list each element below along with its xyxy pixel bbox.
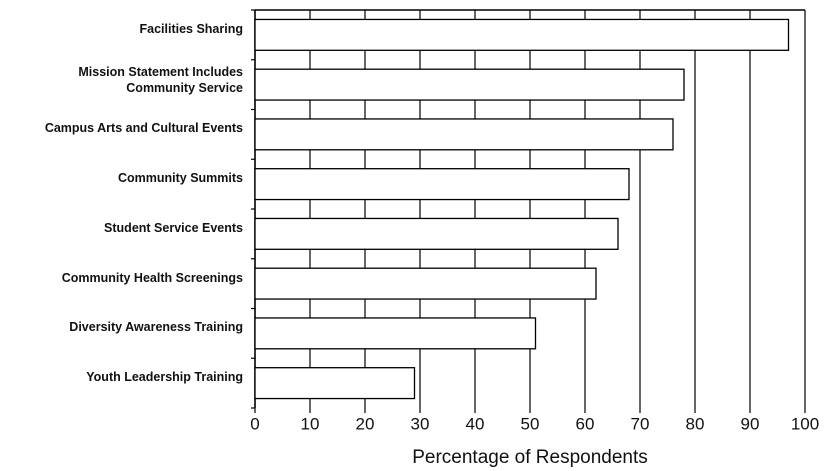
bar bbox=[254, 267, 597, 300]
bar bbox=[254, 68, 685, 101]
bar bbox=[254, 317, 537, 350]
y-tick-label: Campus Arts and Cultural Events bbox=[44, 121, 243, 136]
x-tick-label: 0 bbox=[250, 414, 259, 433]
y-tick-label: Community Summits bbox=[117, 171, 243, 186]
y-tick-label: Student Service Events bbox=[104, 220, 243, 235]
y-tick-label: Diversity Awareness Training bbox=[69, 320, 243, 335]
bar bbox=[254, 18, 790, 51]
x-tick-label: 90 bbox=[741, 414, 760, 433]
x-tick-label: 100 bbox=[791, 414, 819, 433]
bar bbox=[254, 367, 416, 400]
x-tick-label: 60 bbox=[576, 414, 595, 433]
x-tick-label: 30 bbox=[411, 414, 430, 433]
x-tick-label: 80 bbox=[686, 414, 705, 433]
y-tick-label: Community Health Screenings bbox=[61, 270, 243, 285]
x-axis-label: Percentage of Respondents bbox=[412, 447, 648, 468]
bar bbox=[254, 168, 630, 201]
bar bbox=[254, 217, 619, 250]
bar bbox=[254, 118, 674, 151]
y-tick-label: Mission Statement Includes Community Ser… bbox=[78, 64, 243, 95]
x-tick-label: 20 bbox=[356, 414, 375, 433]
y-tick-label: Facilities Sharing bbox=[139, 21, 243, 36]
y-tick-label: Youth Leadership Training bbox=[86, 370, 243, 385]
x-tick-label: 10 bbox=[301, 414, 320, 433]
x-tick-label: 40 bbox=[466, 414, 485, 433]
x-tick-label: 50 bbox=[521, 414, 540, 433]
x-tick-label: 70 bbox=[631, 414, 650, 433]
